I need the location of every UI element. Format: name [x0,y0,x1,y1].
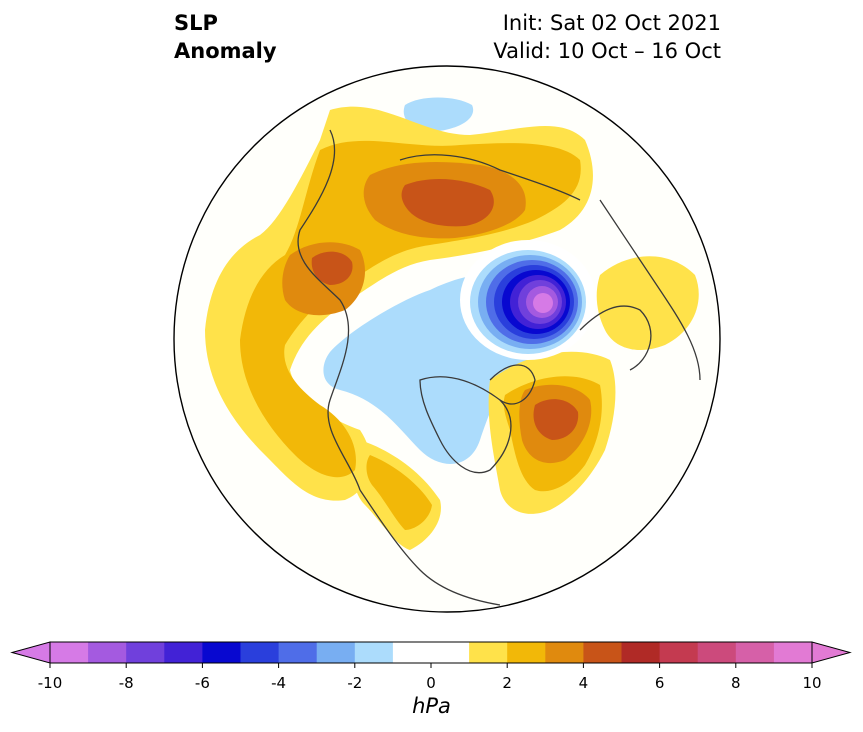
map-title: SLP Anomaly [174,9,277,65]
colorbar-tick-label: 6 [655,674,665,692]
colorbar-cells [50,642,813,663]
colorbar-cell [431,642,470,663]
orange-na [366,455,432,530]
forecast-dates: Init: Sat 02 Oct 2021 Valid: 10 Oct – 16… [493,9,721,65]
colorbar-cell [659,642,699,663]
colorbar-tick-label: 2 [502,674,512,692]
colorbar-cell [278,642,318,663]
colorbar-cell [735,642,775,663]
colorbar-cell [469,642,508,663]
low-core [533,293,553,313]
init-date: Init: Sat 02 Oct 2021 [502,11,721,35]
colorbar-cell [697,642,737,663]
polar-map [173,65,721,613]
colorbar-cell [202,642,241,663]
colorbar-tick-label: -8 [119,674,134,692]
valid-range: Valid: 10 Oct – 16 Oct [493,39,721,63]
colorbar-cell [392,642,432,663]
colorbar-cell [773,642,813,663]
colorbar-over-arrow [811,641,852,664]
title-line-2: Anomaly [174,39,277,63]
colorbar-tick-label: 4 [579,674,589,692]
negative-anomaly-pacific [403,97,474,132]
colorbar-cell [164,642,203,663]
colorbar-tick-label: -6 [195,674,210,692]
colorbar-tick-label: -4 [271,674,286,692]
colorbar-cell [126,642,165,663]
core-pacific [311,251,353,285]
colorbar-cell [621,642,661,663]
colorbar-cell [507,642,546,663]
colorbar-cell [545,642,584,663]
colorbar-ticks: -10 -8 -6 -4 -2 0 2 4 6 8 10 [38,663,822,692]
colorbar-tick-label: 8 [731,674,741,692]
core-atlantic [533,399,579,440]
anomaly-field [174,66,720,612]
colorbar: -10 -8 -6 -4 -2 0 2 4 6 8 10 [10,641,852,692]
colorbar-cell [354,642,394,663]
core-siberia [401,178,494,227]
colorbar-cell [316,642,356,663]
colorbar-tick-label: 10 [802,674,821,692]
positive-anomaly-europe [596,256,699,350]
map-boundary [173,65,721,613]
colorbar-cell [583,642,622,663]
colorbar-tick-label: -2 [347,674,362,692]
colorbar-cell [240,642,280,663]
colorbar-cell [88,642,127,663]
coastlines [297,129,701,606]
colorbar-under-arrow [10,641,51,664]
colorbar-tick-label: -10 [38,674,63,692]
colorbar-unit: hPa [412,694,451,718]
colorbar-tick-label: 0 [426,674,436,692]
title-line-1: SLP [174,11,218,35]
colorbar-cell [50,642,89,663]
